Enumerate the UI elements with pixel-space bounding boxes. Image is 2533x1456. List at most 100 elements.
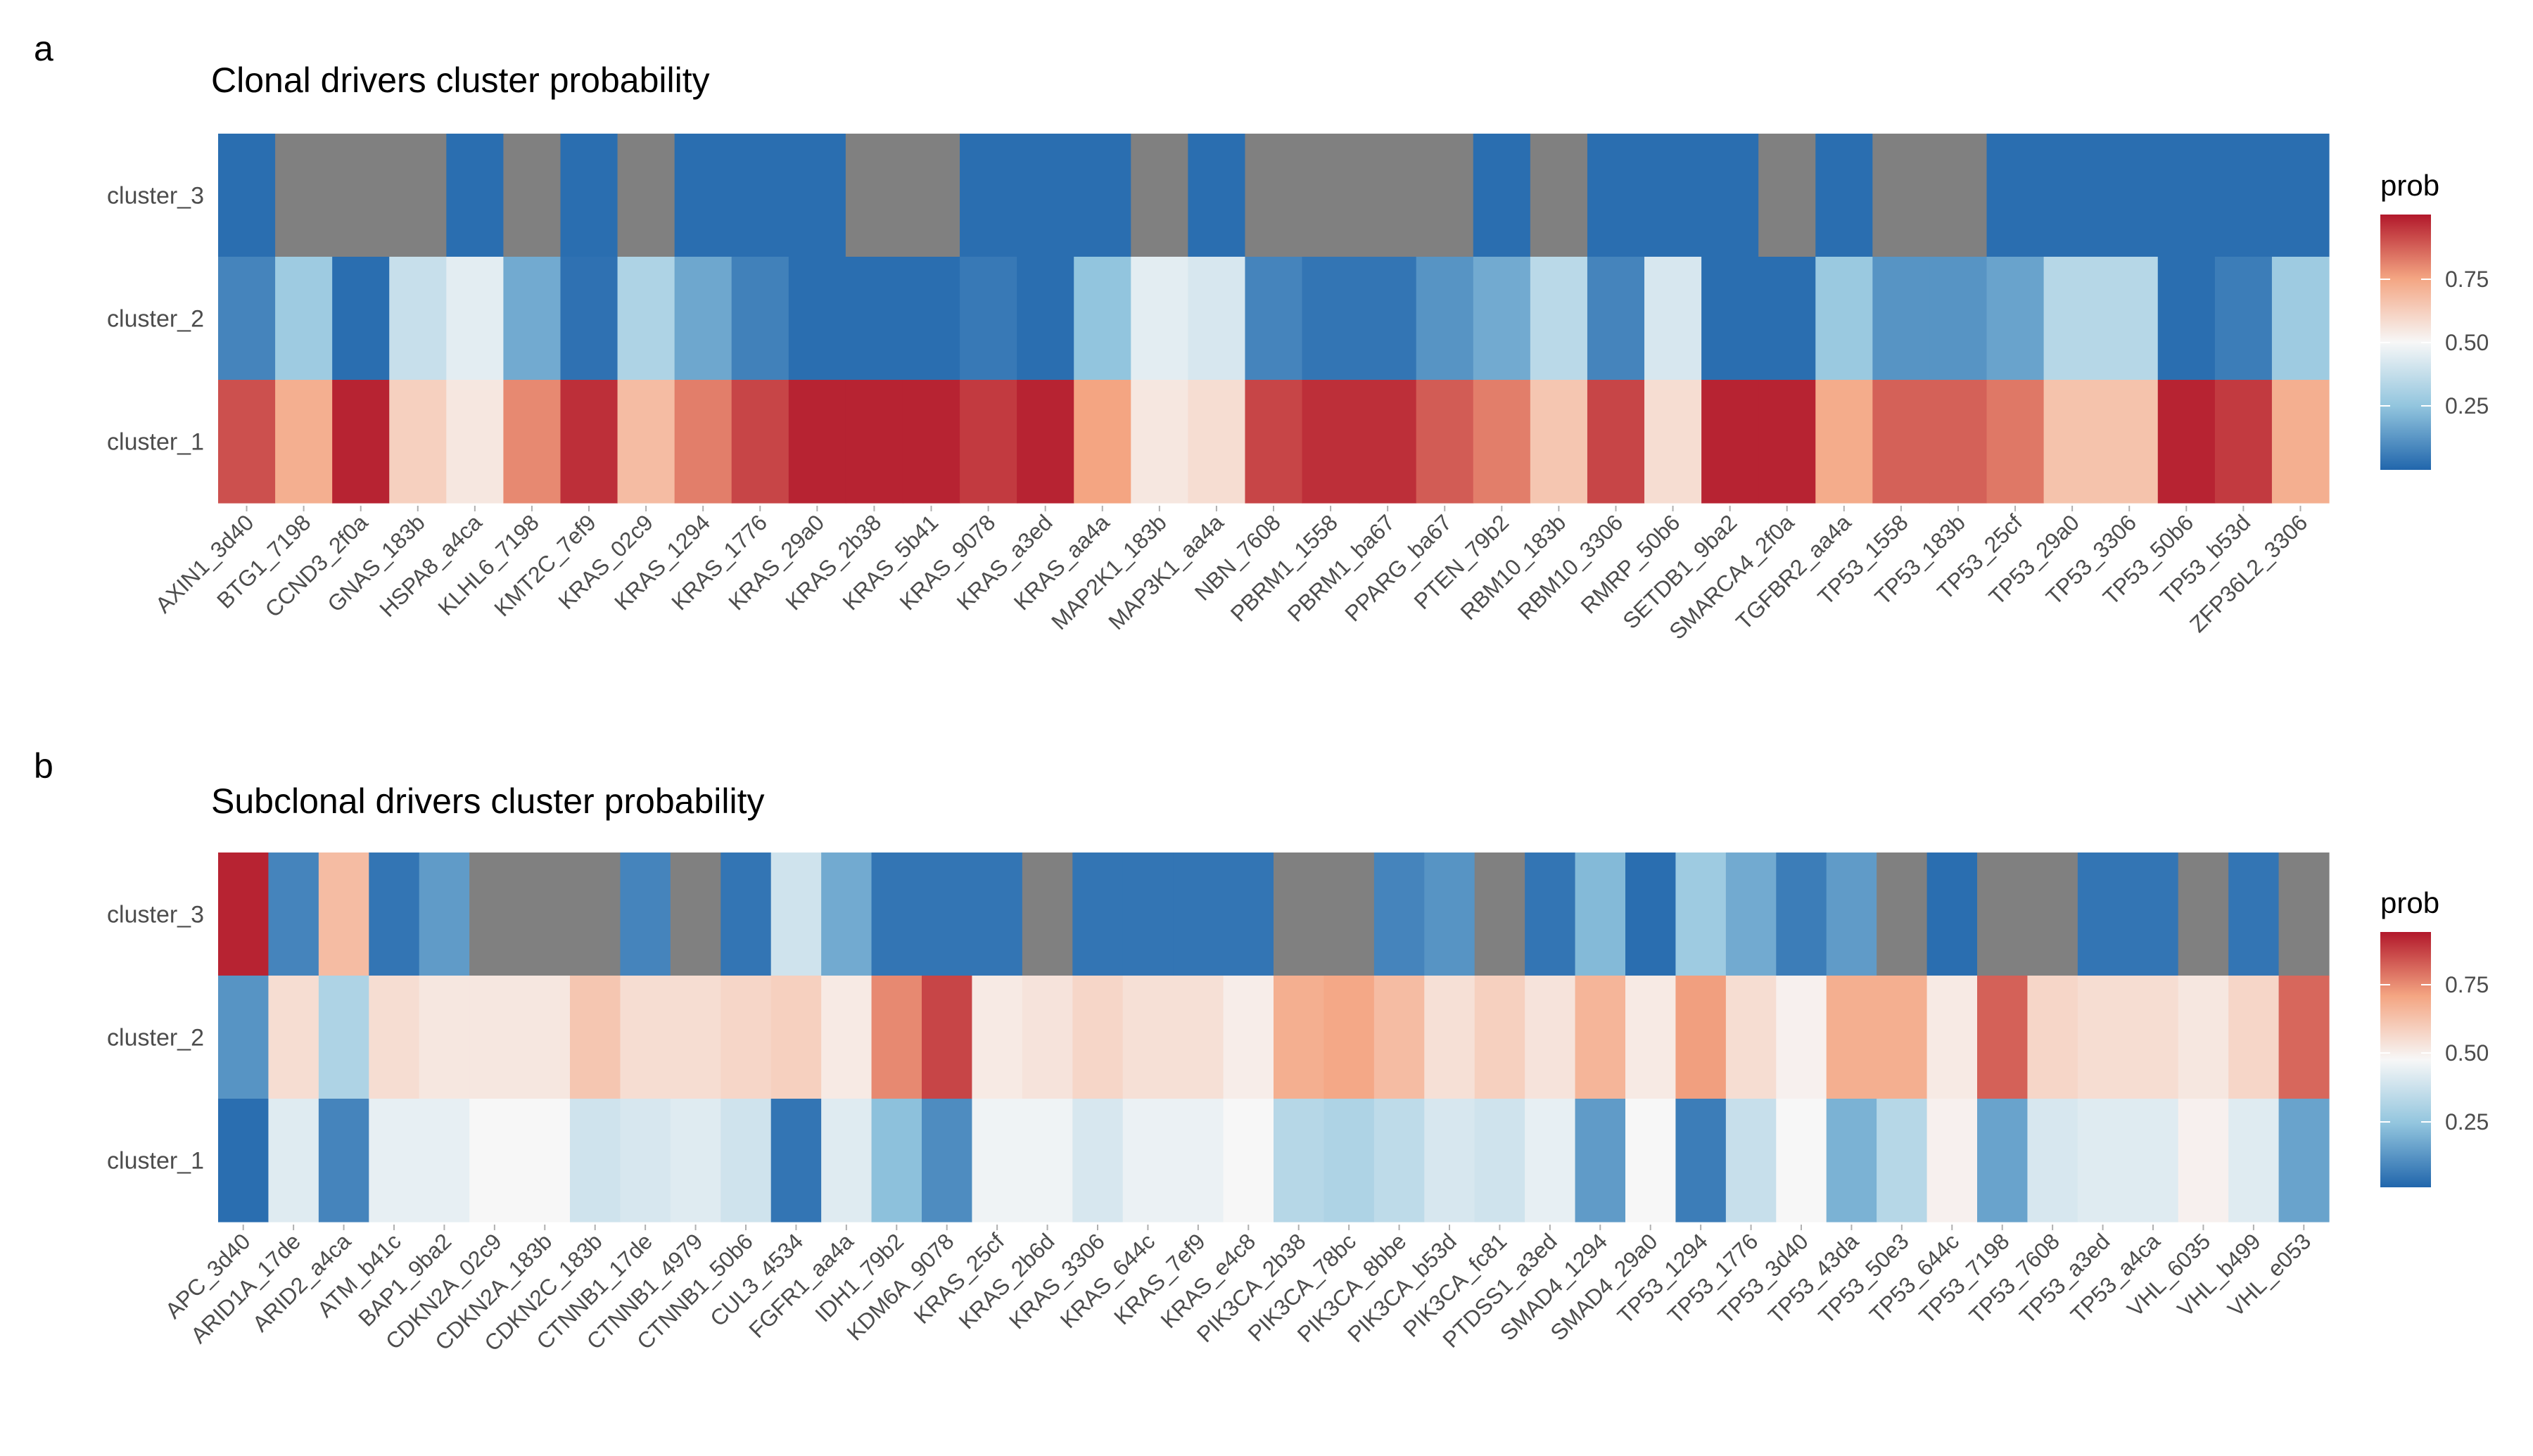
subclonal-cell-cluster_3-FGFR1_aa4a bbox=[821, 852, 872, 976]
subclonal-cell-cluster_1-KRAS_3306 bbox=[1072, 1099, 1124, 1222]
subclonal-cell-cluster_1-TP53_644c bbox=[1926, 1099, 1978, 1222]
legend-b-colorbar bbox=[2380, 932, 2431, 1187]
subclonal-cell-cluster_1-TP53_3d40 bbox=[1776, 1099, 1827, 1222]
clonal-cell-cluster_1-TP53_1558 bbox=[1872, 380, 1931, 504]
clonal-cell-cluster_2-RBM10_183b bbox=[1530, 257, 1588, 381]
clonal-cell-cluster_2-KRAS_02c9 bbox=[617, 257, 675, 381]
subclonal-cell-cluster_2-VHL_6035 bbox=[2178, 976, 2229, 1099]
panel-a-letter: a bbox=[34, 29, 53, 68]
subclonal-cell-cluster_2-IDH1_79b2 bbox=[871, 976, 922, 1099]
clonal-cell-cluster_3-TP53_183b bbox=[1929, 134, 1988, 257]
subclonal-cell-cluster_2-SMAD4_1294 bbox=[1575, 976, 1626, 1099]
clonal-cell-cluster_3-SMARCA4_2f0a bbox=[1758, 134, 1816, 257]
subclonal-cell-cluster_3-TP53_644c bbox=[1926, 852, 1978, 976]
clonal-cell-cluster_1-KRAS_5b41 bbox=[902, 380, 960, 504]
clonal-cell-cluster_2-TP53_183b bbox=[1929, 257, 1988, 381]
clonal-cell-cluster_1-KLHL6_7198 bbox=[503, 380, 561, 504]
subclonal-cell-cluster_2-TP53_43da bbox=[1826, 976, 1877, 1099]
clonal-cell-cluster_3-CCND3_2f0a bbox=[332, 134, 390, 257]
legend-a-tick-075: 0.75 bbox=[2445, 267, 2489, 292]
subclonal-cell-cluster_1-APC_3d40 bbox=[218, 1099, 269, 1222]
clonal-cell-cluster_3-AXIN1_3d40 bbox=[218, 134, 276, 257]
subclonal-cell-cluster_3-CDKN2A_183b bbox=[519, 852, 571, 976]
subclonal-cell-cluster_2-CUL3_4534 bbox=[770, 976, 822, 1099]
subclonal-cell-cluster_1-KRAS_2b6d bbox=[1022, 1099, 1073, 1222]
clonal-cell-cluster_1-ZFP36L2_3306 bbox=[2271, 380, 2330, 504]
subclonal-cell-cluster_2-PIK3CA_78bc bbox=[1323, 976, 1375, 1099]
legend-panel-a: prob 0.25 0.50 0.75 bbox=[2380, 169, 2489, 470]
clonal-cell-cluster_2-KRAS_29a0 bbox=[788, 257, 846, 381]
clonal-cell-cluster_2-KRAS_2b38 bbox=[845, 257, 903, 381]
subclonal-cell-cluster_2-PIK3CA_8bbe bbox=[1373, 976, 1425, 1099]
clonal-cell-cluster_3-TP53_3306 bbox=[2100, 134, 2159, 257]
clonal-cell-cluster_1-TP53_3306 bbox=[2100, 380, 2159, 504]
clonal-cell-cluster_3-KRAS_29a0 bbox=[788, 134, 846, 257]
clonal-cell-cluster_3-TP53_50b6 bbox=[2157, 134, 2216, 257]
clonal-cell-cluster_2-TP53_1558 bbox=[1872, 257, 1931, 381]
subclonal-cell-cluster_1-VHL_6035 bbox=[2178, 1099, 2229, 1222]
clonal-cell-cluster_1-NBN_7608 bbox=[1245, 380, 1303, 504]
subclonal-cell-cluster_2-CTNNB1_50b6 bbox=[720, 976, 772, 1099]
subclonal-cell-cluster_3-TP53_3d40 bbox=[1776, 852, 1827, 976]
subclonal-cell-cluster_1-SMAD4_1294 bbox=[1575, 1099, 1626, 1222]
subclonal-cell-cluster_1-BAP1_9ba2 bbox=[419, 1099, 470, 1222]
clonal-cell-cluster_1-PPARG_ba67 bbox=[1416, 380, 1474, 504]
subclonal-cell-cluster_1-CTNNB1_50b6 bbox=[720, 1099, 772, 1222]
clonal-cell-cluster_3-KRAS_2b38 bbox=[845, 134, 903, 257]
subclonal-cell-cluster_3-CUL3_4534 bbox=[770, 852, 822, 976]
panel-b-title: Subclonal drivers cluster probability bbox=[211, 781, 765, 821]
subclonal-cell-cluster_1-PIK3CA_78bc bbox=[1323, 1099, 1375, 1222]
clonal-cell-cluster_1-KRAS_1776 bbox=[731, 380, 789, 504]
clonal-cell-cluster_2-TP53_3306 bbox=[2100, 257, 2159, 381]
subclonal-cell-cluster_2-PIK3CA_fc81 bbox=[1474, 976, 1525, 1099]
clonal-cell-cluster_1-TP53_b53d bbox=[2214, 380, 2273, 504]
subclonal-cell-cluster_2-ARID2_a4ca bbox=[318, 976, 369, 1099]
subclonal-cell-cluster_1-ARID1A_17de bbox=[268, 1099, 319, 1222]
clonal-cell-cluster_1-TP53_25cf bbox=[1986, 380, 2045, 504]
subclonal-cell-cluster_1-TP53_1294 bbox=[1675, 1099, 1727, 1222]
subclonal-cell-cluster_3-ARID1A_17de bbox=[268, 852, 319, 976]
subclonal-cell-cluster_2-TP53_7608 bbox=[2027, 976, 2078, 1099]
subclonal-cell-cluster_1-VHL_b499 bbox=[2228, 1099, 2280, 1222]
subclonal-cell-cluster_3-PIK3CA_78bc bbox=[1323, 852, 1375, 976]
clonal-cell-cluster_1-RMRP_50b6 bbox=[1644, 380, 1702, 504]
clonal-cell-cluster_2-KMT2C_7ef9 bbox=[560, 257, 618, 381]
clonal-cell-cluster_3-KRAS_1776 bbox=[731, 134, 789, 257]
subclonal-cell-cluster_3-TP53_43da bbox=[1826, 852, 1877, 976]
legend-b-title: prob bbox=[2380, 886, 2439, 919]
clonal-cell-cluster_3-HSPA8_a4ca bbox=[446, 134, 504, 257]
subclonal-cell-cluster_3-PIK3CA_8bbe bbox=[1373, 852, 1425, 976]
clonal-cell-cluster_2-SMARCA4_2f0a bbox=[1758, 257, 1816, 381]
subclonal-cell-cluster_2-ARID1A_17de bbox=[268, 976, 319, 1099]
clonal-cell-cluster_2-TP53_50b6 bbox=[2157, 257, 2216, 381]
subclonal-cell-cluster_3-SMAD4_1294 bbox=[1575, 852, 1626, 976]
subclonal-cell-cluster_2-CDKN2C_183b bbox=[570, 976, 621, 1099]
clonal-cell-cluster_1-MAP2K1_183b bbox=[1131, 380, 1188, 504]
clonal-cell-cluster_2-KRAS_1776 bbox=[731, 257, 789, 381]
clonal-cell-cluster_2-CCND3_2f0a bbox=[332, 257, 390, 381]
panel-a-title: Clonal drivers cluster probability bbox=[211, 60, 710, 100]
clonal-cell-cluster_3-KRAS_aa4a bbox=[1074, 134, 1131, 257]
panel-b-letter: b bbox=[34, 746, 53, 786]
clonal-cell-cluster_2-BTG1_7198 bbox=[275, 257, 333, 381]
subclonal-cell-cluster_3-ATM_b41c bbox=[369, 852, 420, 976]
legend-b-tick-025: 0.25 bbox=[2445, 1109, 2489, 1135]
subclonal-cell-cluster_3-KDM6A_9078 bbox=[922, 852, 973, 976]
subclonal-cell-cluster_3-PIK3CA_fc81 bbox=[1474, 852, 1525, 976]
clonal-cell-cluster_1-PBRM1_1558 bbox=[1302, 380, 1360, 504]
clonal-cell-cluster_3-BTG1_7198 bbox=[275, 134, 333, 257]
clonal-cell-cluster_3-SETDB1_9ba2 bbox=[1701, 134, 1759, 257]
subclonal-cell-cluster_3-CDKN2C_183b bbox=[570, 852, 621, 976]
clonal-cell-cluster_3-ZFP36L2_3306 bbox=[2271, 134, 2330, 257]
subclonal-cell-cluster_1-KRAS_e4c8 bbox=[1223, 1099, 1274, 1222]
subclonal-cell-cluster_2-KRAS_7ef9 bbox=[1173, 976, 1224, 1099]
subclonal-cell-cluster_2-TP53_a3ed bbox=[2077, 976, 2128, 1099]
subclonal-cell-cluster_1-TP53_a4ca bbox=[2128, 1099, 2179, 1222]
subclonal-cell-cluster_1-FGFR1_aa4a bbox=[821, 1099, 872, 1222]
clonal-cell-cluster_1-RBM10_3306 bbox=[1587, 380, 1645, 504]
subclonal-cell-cluster_1-CDKN2C_183b bbox=[570, 1099, 621, 1222]
subclonal-row-label-cluster_3: cluster_3 bbox=[107, 902, 204, 928]
subclonal-cell-cluster_3-CTNNB1_50b6 bbox=[720, 852, 772, 976]
clonal-cell-cluster_3-RMRP_50b6 bbox=[1644, 134, 1702, 257]
